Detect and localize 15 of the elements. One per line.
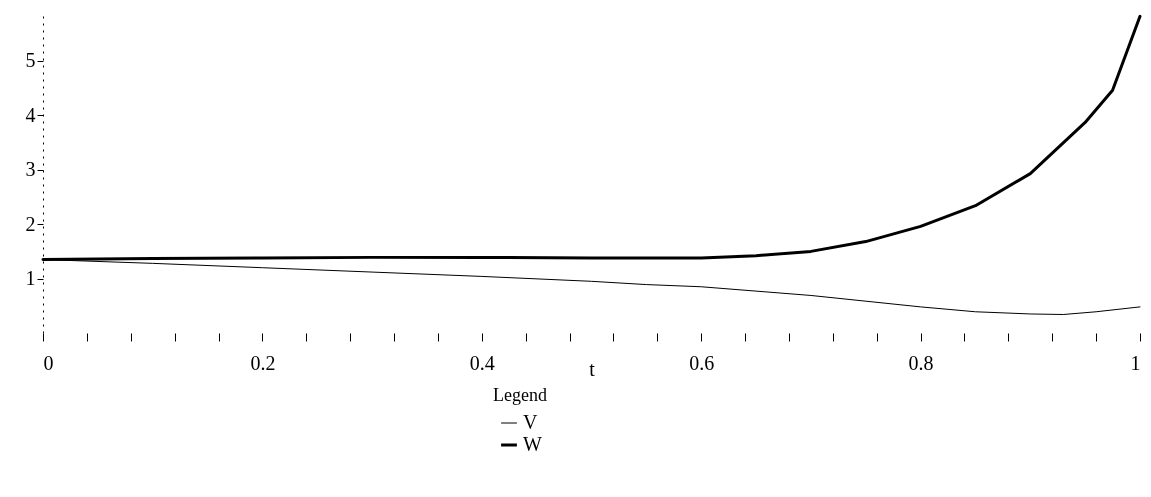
y-tick-label: 1: [25, 267, 36, 290]
legend-title: Legend: [493, 385, 547, 405]
legend-label: V: [523, 411, 538, 433]
x-tick-label: 1: [1130, 351, 1141, 374]
y-tick-label: 5: [25, 49, 36, 72]
x-tick-label: 0.4: [469, 351, 495, 374]
legend-label: W: [523, 433, 542, 455]
y-tick-label: 4: [25, 103, 36, 126]
x-tick-label: 0.6: [689, 351, 715, 374]
x-axis-title: t: [589, 357, 596, 380]
y-tick-label: 2: [25, 212, 36, 235]
x-tick-label: 0: [43, 351, 54, 374]
x-tick-label: 0.8: [908, 351, 934, 374]
y-tick-label: 3: [25, 158, 36, 181]
x-tick-label: 0.2: [250, 351, 276, 374]
